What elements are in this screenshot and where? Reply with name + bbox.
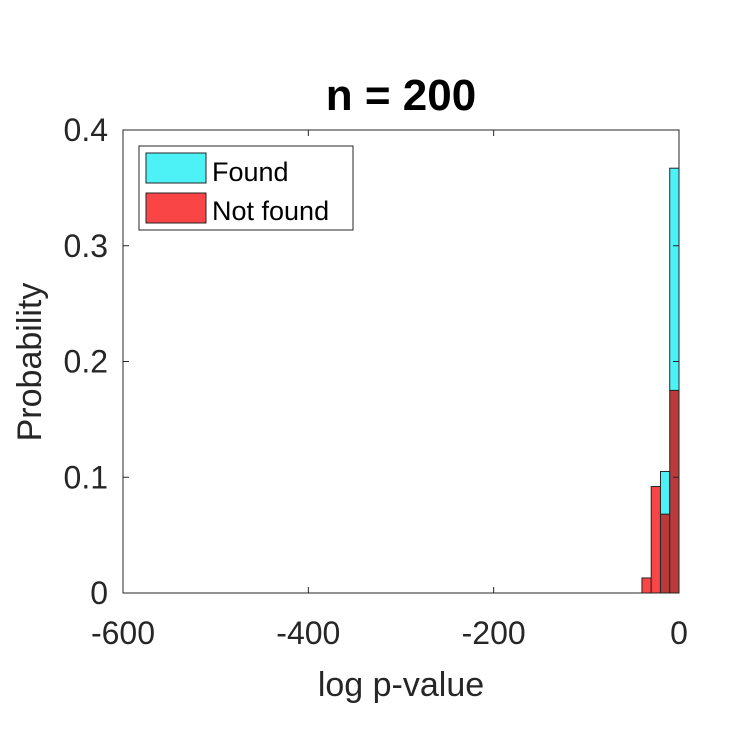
- x-axis-label: log p-value: [318, 666, 484, 704]
- x-tick-label: -400: [276, 615, 340, 651]
- bar-overlap-bin-3: [669, 389, 680, 594]
- bar-not-found-bin-0: [641, 577, 652, 594]
- x-tick-label: -600: [91, 615, 155, 651]
- bar-found-bin-3: [669, 167, 680, 391]
- y-tick-label: 0.1: [64, 459, 108, 495]
- legend: Found Not found: [138, 145, 354, 231]
- bar-not-found-bin-1: [650, 486, 661, 594]
- legend-swatch-not-found: [145, 192, 207, 224]
- y-tick-label: 0.3: [64, 228, 108, 264]
- x-axis-ticks: -600 -400 -200 0: [91, 130, 688, 651]
- y-axis-ticks: 0 0.1 0.2 0.3 0.4: [64, 112, 679, 611]
- x-tick-label: -200: [462, 615, 526, 651]
- chart-title: n = 200: [326, 71, 476, 120]
- legend-label-not-found: Not found: [212, 196, 329, 226]
- y-tick-label: 0.4: [64, 112, 108, 148]
- y-axis-label: Probability: [11, 283, 49, 442]
- y-tick-label: 0.2: [64, 344, 108, 380]
- y-tick-label: 0: [90, 575, 108, 611]
- x-tick-label: 0: [670, 615, 688, 651]
- legend-label-found: Found: [212, 157, 289, 187]
- bar-found-bin-2: [659, 470, 671, 515]
- bar-overlap-bin-2: [659, 513, 671, 594]
- legend-swatch-found: [145, 152, 207, 184]
